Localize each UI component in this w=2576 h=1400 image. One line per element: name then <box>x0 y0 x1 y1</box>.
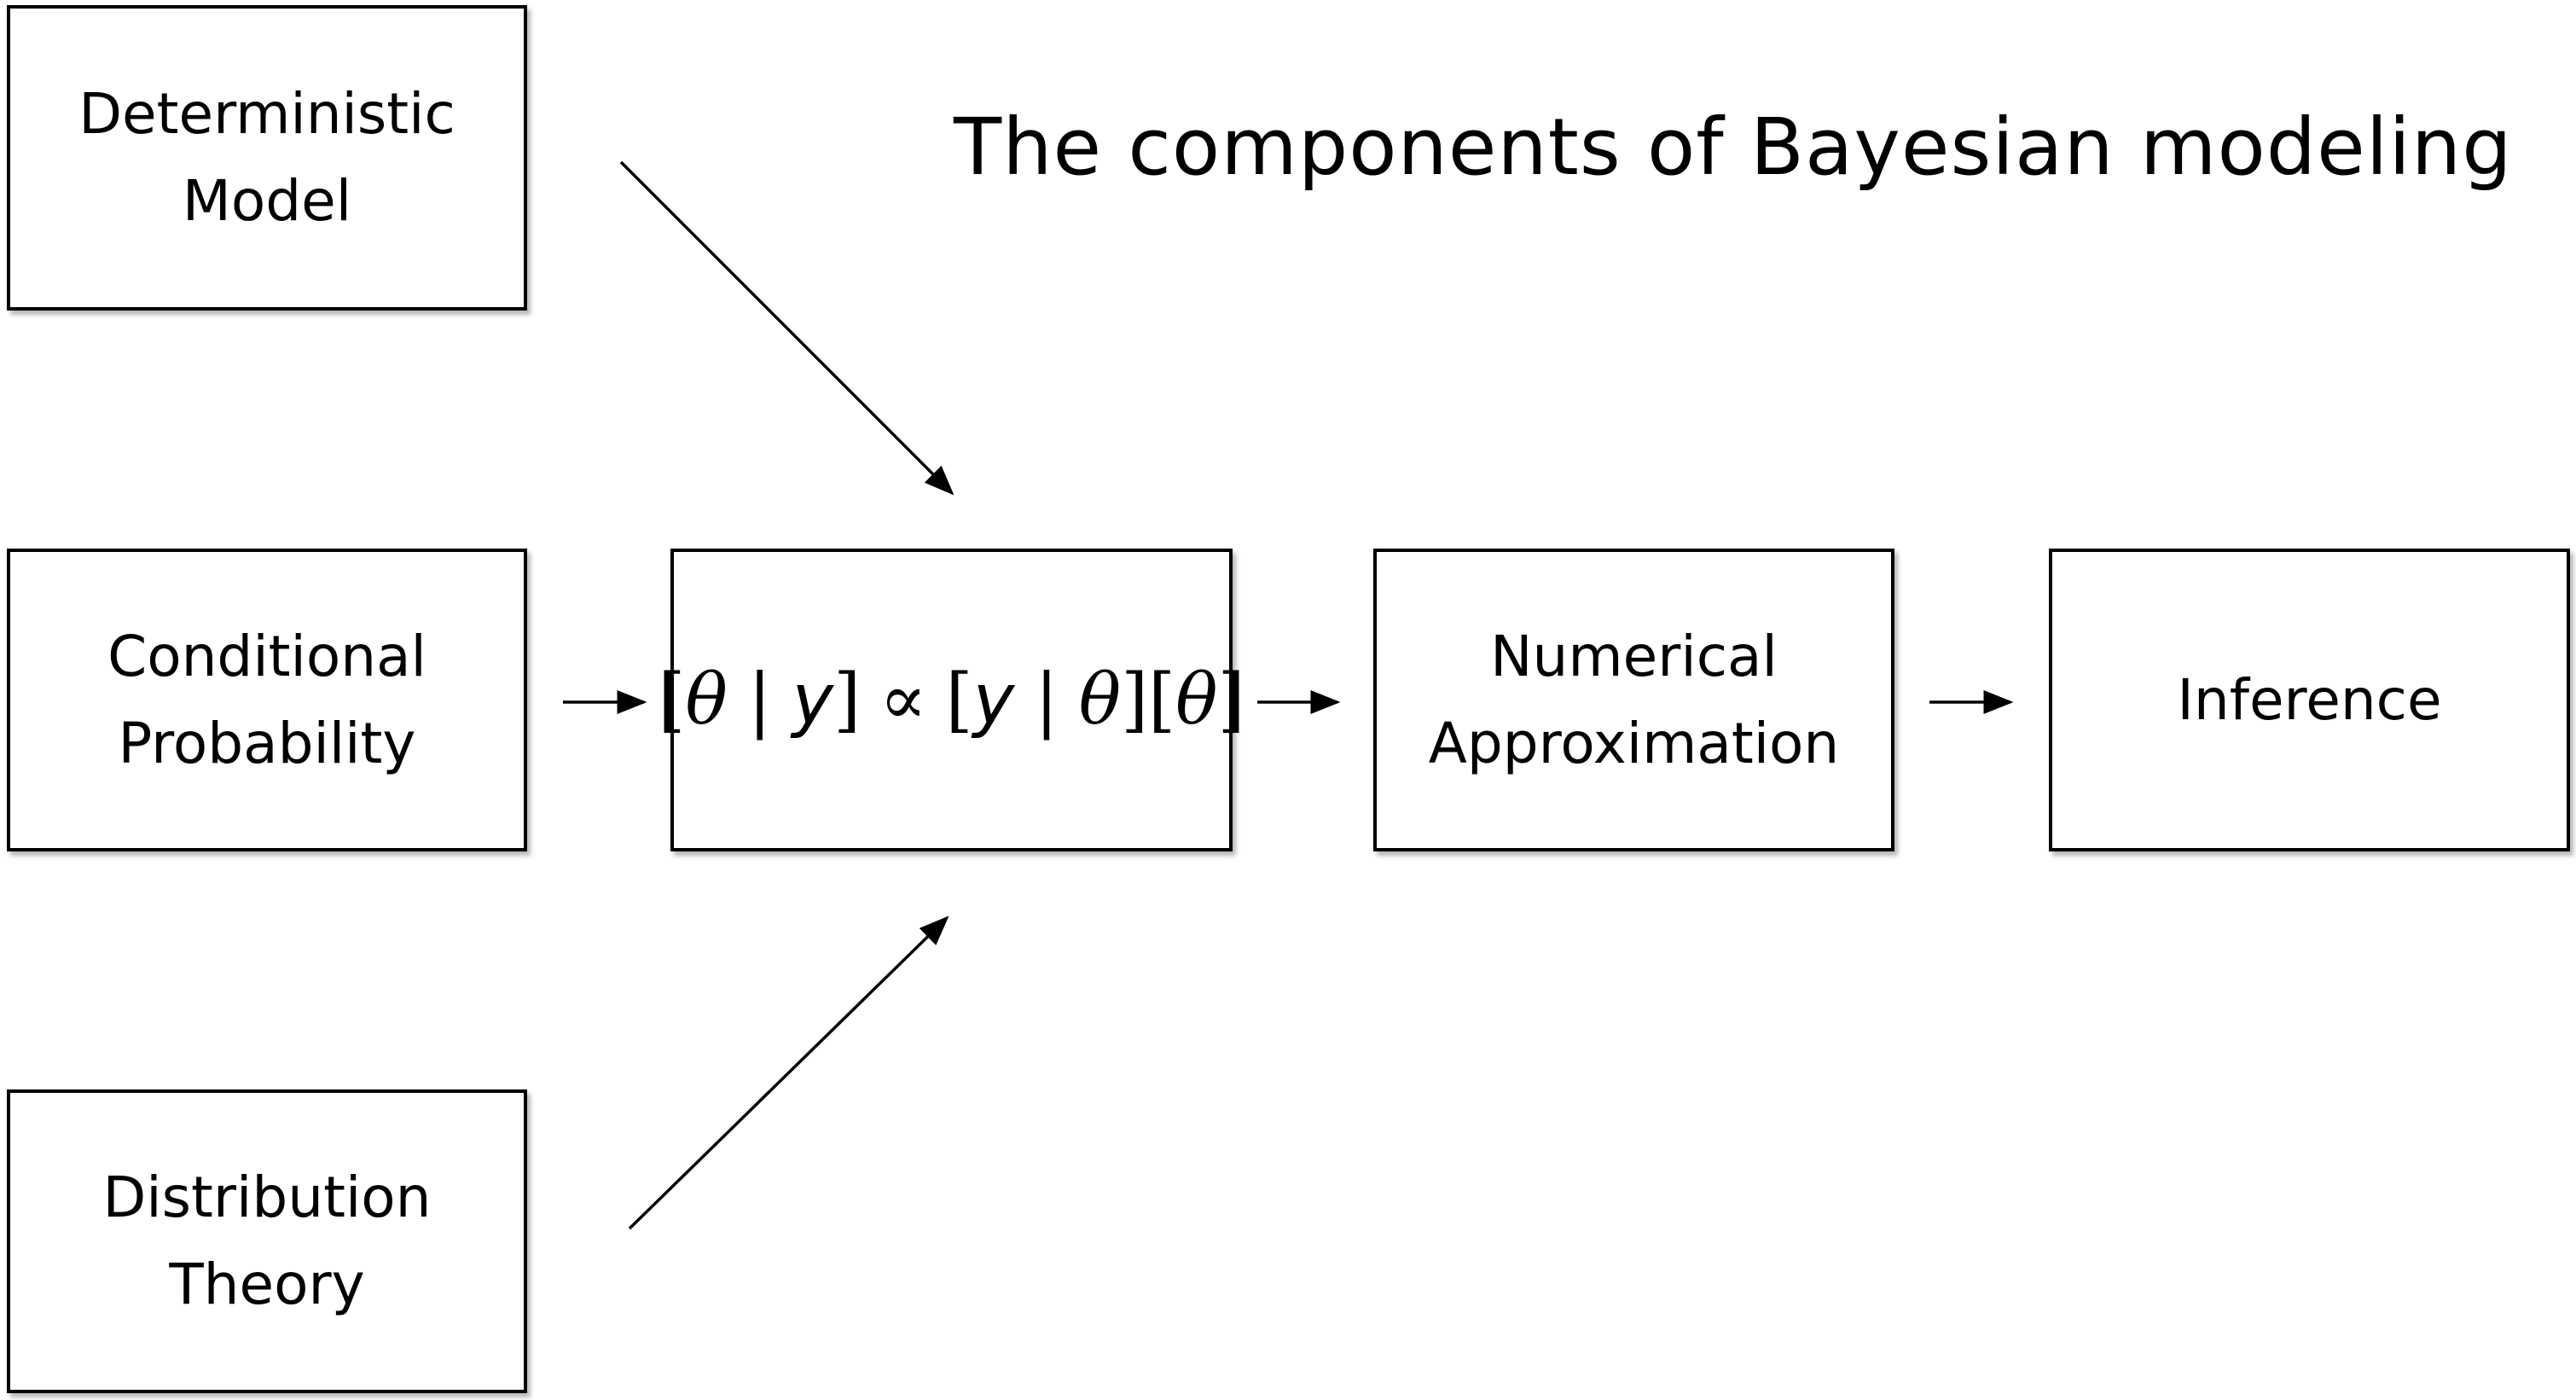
box-deterministic-model: Deterministic Model <box>7 5 527 311</box>
box-distribution-theory-label: Distribution Theory <box>102 1165 432 1317</box>
box-inference-label: Inference <box>2177 666 2442 733</box>
box-deterministic-model-label: Deterministic Model <box>78 81 455 234</box>
formula-bracket: ] <box>1121 659 1149 741</box>
formula-bracket: [ <box>658 659 686 741</box>
formula-proportional-symbol: ∝ <box>879 659 927 741</box>
box-numerical-approximation-label: Numerical Approximation <box>1428 623 1840 776</box>
box-distribution-theory: Distribution Theory <box>7 1089 527 1393</box>
box-conditional-probability: Conditional Probability <box>7 549 527 851</box>
formula-given-bar: | <box>747 659 772 741</box>
formula-given-bar: | <box>1035 659 1059 741</box>
diagram-title: The components of Bayesian modeling <box>954 102 2513 193</box>
formula-y: y <box>792 659 834 741</box>
formula-theta: θ <box>1078 659 1122 741</box>
formula-y: y <box>972 659 1015 741</box>
box-numerical-approximation: Numerical Approximation <box>1373 549 1894 851</box>
formula-bracket: ] <box>833 659 862 741</box>
bayes-formula: [ θ | y ] ∝ [ y | θ ] [ θ ] <box>659 658 1245 743</box>
formula-bracket: [ <box>945 659 973 741</box>
box-inference: Inference <box>2049 549 2570 851</box>
box-conditional-probability-label: Conditional Probability <box>107 623 426 776</box>
formula-theta: θ <box>1175 659 1218 741</box>
arrow-deterministic-to-formula <box>619 160 954 496</box>
formula-bracket: [ <box>1148 659 1176 741</box>
arrow-distribution-to-formula <box>628 915 949 1230</box>
formula-theta: θ <box>685 659 728 741</box>
box-bayes-formula: [ θ | y ] ∝ [ y | θ ] [ θ ] <box>659 549 1244 851</box>
formula-bracket: ] <box>1217 659 1245 741</box>
